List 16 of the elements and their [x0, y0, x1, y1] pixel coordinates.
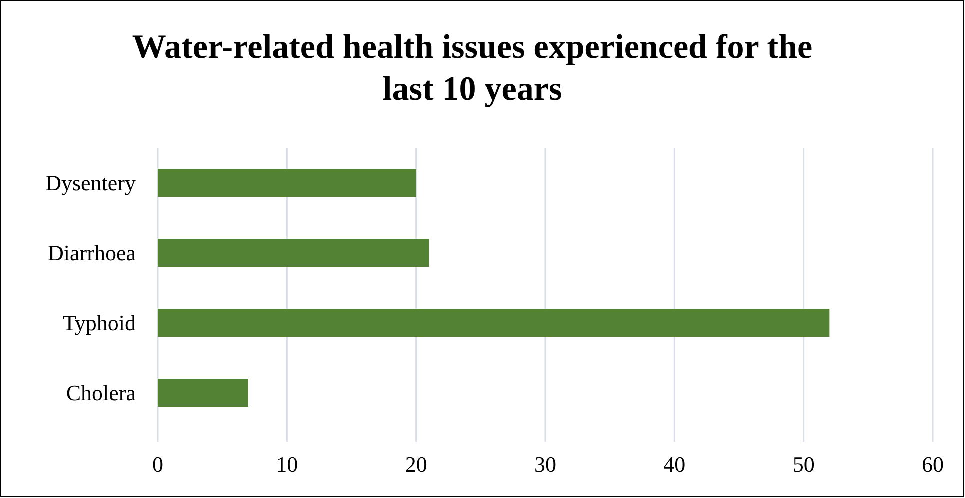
- bar: [158, 169, 416, 197]
- bar: [158, 379, 248, 407]
- y-tick-label: Diarrhoea: [48, 240, 136, 266]
- y-tick-label: Cholera: [66, 380, 136, 406]
- y-tick-label: Dysentery: [46, 170, 136, 196]
- x-tick-label: 10: [276, 452, 298, 477]
- bar: [158, 309, 830, 337]
- y-tick-label: Typhoid: [62, 310, 136, 336]
- x-tick-label: 30: [534, 452, 556, 477]
- x-tick-label: 60: [922, 452, 944, 477]
- chart-title: Water-related health issues experienced for the last 10 years: [132, 29, 813, 108]
- x-tick-label: 50: [792, 452, 815, 477]
- bar: [158, 239, 430, 267]
- x-tick-label: 0: [152, 452, 164, 477]
- x-tick-label: 20: [405, 452, 428, 477]
- x-tick-label: 40: [664, 452, 686, 477]
